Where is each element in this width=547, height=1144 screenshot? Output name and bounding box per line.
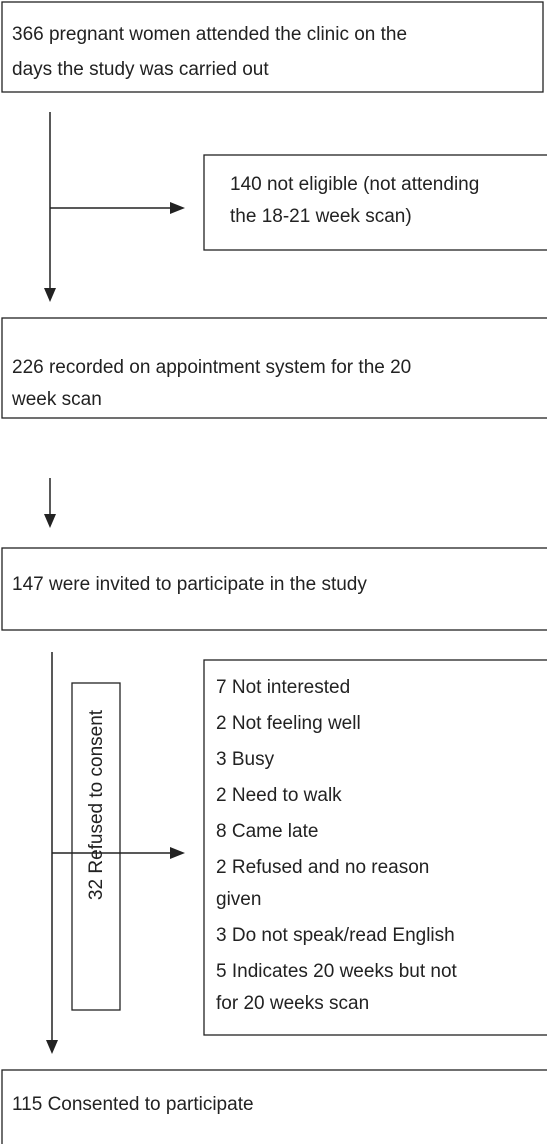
arrowhead [44, 514, 56, 528]
box [71, 682, 121, 1011]
reason: 8 Came late [216, 821, 318, 842]
box [1, 1069, 547, 1144]
box-text: days the study was carried out [12, 59, 269, 80]
arrowhead [46, 1040, 58, 1054]
box [1, 547, 547, 631]
reason: 7 Not interested [216, 677, 350, 698]
box-text: 147 were invited to participate in the s… [12, 574, 367, 595]
reason: 5 Indicates 20 weeks but not [216, 961, 458, 982]
arrowhead [170, 202, 185, 214]
box-text: 140 not eligible (not attending [230, 174, 479, 195]
reason: given [216, 889, 261, 910]
box-text: 366 pregnant women attended the clinic o… [12, 24, 407, 45]
box [203, 659, 547, 1036]
reason: 3 Busy [216, 749, 275, 770]
box-text: 226 recorded on appointment system for t… [12, 357, 411, 378]
reason: 3 Do not speak/read English [216, 925, 455, 946]
arrowhead [170, 847, 185, 859]
reason-list: 7 Not interested 2 Not feeling well 3 Busy… [216, 677, 458, 1014]
reason: 2 Refused and no reason [216, 857, 429, 878]
box [1, 317, 547, 419]
box [1, 1, 544, 93]
box [203, 154, 547, 251]
reason: 2 Need to walk [216, 785, 342, 806]
reason: 2 Not feeling well [216, 713, 361, 734]
box-text: the 18-21 week scan) [230, 206, 412, 227]
box-text: 115 Consented to participate [12, 1094, 254, 1115]
arrowhead [44, 288, 56, 302]
box-text: week scan [11, 389, 102, 410]
reason: for 20 weeks scan [216, 993, 369, 1014]
rotated-label: 32 Refused to consent [86, 709, 107, 900]
